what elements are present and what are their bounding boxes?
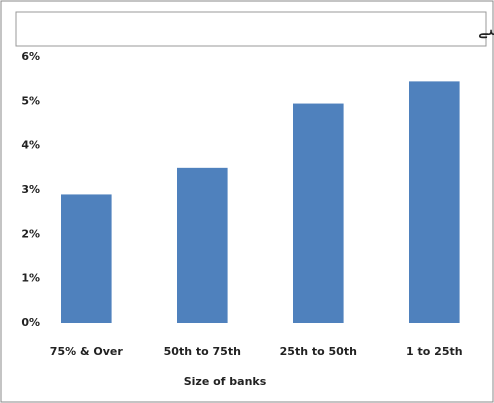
title-box: [15, 11, 487, 47]
y-tick-label: 1%: [21, 272, 40, 285]
bar: [177, 167, 228, 323]
x-tick-label: 75% & Over: [50, 345, 124, 358]
bar: [409, 81, 460, 323]
y-tick-label: 5%: [21, 94, 40, 107]
y-tick-label: 4%: [21, 139, 40, 152]
y-tick-label: 6%: [21, 50, 40, 63]
y-tick-label: 0%: [21, 316, 40, 329]
x-axis-label: Size of banks: [184, 375, 267, 388]
bar: [293, 103, 344, 323]
x-tick-label: 50th to 75th: [164, 345, 241, 358]
x-tick-label: 1 to 25th: [406, 345, 463, 358]
x-tick-label: 25th to 50th: [280, 345, 357, 358]
y-tick-label: 3%: [21, 183, 40, 196]
y-tick-label: 2%: [21, 227, 40, 240]
chart-title: شکل 3:اوسط وساطتی لاگت بینکوں کے حجم کے …: [478, 19, 494, 40]
bar: [61, 194, 112, 323]
